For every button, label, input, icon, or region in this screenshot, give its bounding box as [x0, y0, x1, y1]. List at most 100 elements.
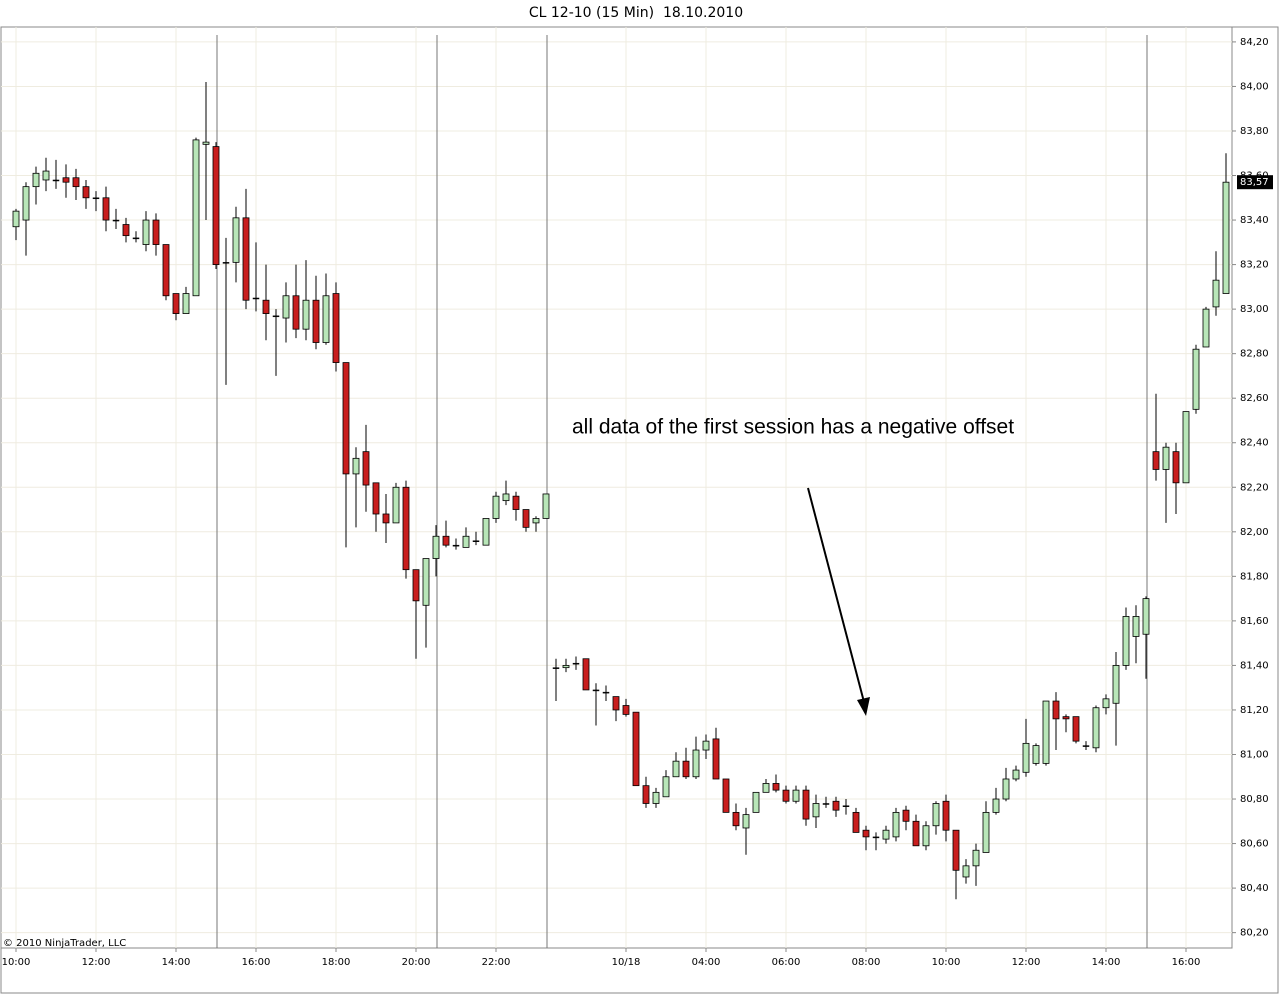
chart-title: CL 12-10 (15 Min) 18.10.2010: [529, 5, 743, 21]
candle-body: [1052, 700, 1060, 720]
candle-body: [972, 849, 980, 867]
candle-body: [1002, 778, 1010, 800]
candle-body: [1062, 716, 1070, 720]
candle-body: [1042, 700, 1050, 764]
candle-body: [462, 535, 470, 548]
candle-body: [172, 293, 180, 314]
candle-body: [722, 778, 730, 813]
candle-body: [1012, 769, 1020, 780]
candle-body: [1132, 616, 1140, 637]
candle-body: [142, 219, 150, 245]
candle-body: [12, 210, 20, 228]
candle-body: [262, 299, 270, 314]
candle-body: [962, 865, 970, 878]
candle-body: [112, 219, 120, 222]
y-tick-label: 83,80: [1240, 126, 1269, 137]
candle-body: [822, 803, 830, 805]
candle-body: [362, 451, 370, 486]
candle-body: [942, 800, 950, 831]
candle-body: [682, 760, 690, 778]
candle-body: [1082, 745, 1090, 747]
candle-body: [82, 186, 90, 199]
candle-body: [152, 219, 160, 245]
candle-body: [1152, 451, 1160, 470]
candle-body: [62, 177, 70, 183]
candle-body: [572, 662, 580, 665]
candle-body: [642, 785, 650, 804]
candle-body: [92, 197, 100, 200]
candle-body: [622, 705, 630, 715]
candle-body: [872, 836, 880, 839]
candle-body: [242, 217, 250, 301]
candle-body: [192, 139, 200, 297]
candle-body: [512, 495, 520, 510]
candle-body: [1142, 598, 1150, 635]
candle-body: [812, 803, 820, 818]
candle-body: [1022, 742, 1030, 773]
x-tick-label: 16:00: [1172, 957, 1201, 968]
candle-body: [282, 295, 290, 319]
candle-body: [612, 696, 620, 711]
candle-body: [52, 179, 60, 182]
candle-body: [42, 170, 50, 181]
candle-body: [382, 513, 390, 524]
candle-body: [292, 295, 300, 330]
candle-body: [302, 299, 310, 330]
candle-body: [992, 798, 1000, 813]
candle-body: [32, 172, 40, 188]
x-tick-label: 04:00: [692, 957, 721, 968]
candle-body: [552, 667, 560, 669]
x-tick-label: 14:00: [1092, 957, 1121, 968]
candle-body: [1072, 716, 1080, 742]
candle-body: [352, 457, 360, 475]
last-price-box: [1237, 175, 1273, 190]
y-tick-label: 82,60: [1240, 393, 1269, 404]
candle-body: [582, 658, 590, 691]
candle-body: [502, 493, 510, 502]
candle-body: [392, 486, 400, 524]
x-tick-label: 08:00: [852, 957, 881, 968]
candle-body: [252, 297, 260, 300]
candle-body: [1182, 411, 1190, 484]
chart-frame: [0, 26, 1279, 994]
candle-body: [802, 789, 810, 820]
candle-body: [372, 482, 380, 515]
candle-body: [652, 791, 660, 804]
candle-body: [952, 829, 960, 871]
candle-body: [452, 544, 460, 547]
candle-body: [912, 820, 920, 847]
y-tick-label: 80,60: [1240, 839, 1269, 850]
candle-body: [312, 299, 320, 343]
candle-body: [732, 811, 740, 827]
y-tick-label: 80,40: [1240, 883, 1269, 894]
candle-body: [342, 362, 350, 475]
candle-body: [202, 141, 210, 145]
candle-body: [902, 809, 910, 822]
last-price-label: 83,57: [1240, 177, 1269, 188]
candle-body: [182, 293, 190, 314]
candle-body: [442, 535, 450, 546]
candle-body: [432, 535, 440, 559]
y-tick-label: 80,80: [1240, 794, 1269, 805]
candle-body: [232, 217, 240, 263]
y-tick-label: 83,00: [1240, 304, 1269, 315]
x-tick-label: 12:00: [82, 957, 111, 968]
y-tick-label: 84,00: [1240, 81, 1269, 92]
y-tick-label: 81,60: [1240, 616, 1269, 627]
x-tick-label: 06:00: [772, 957, 801, 968]
candle-body: [272, 315, 280, 318]
candle-body: [922, 825, 930, 847]
candle-body: [742, 814, 750, 829]
candle-body: [1112, 665, 1120, 704]
candle-body: [422, 558, 430, 606]
candle-body: [1102, 698, 1110, 709]
candle-body: [702, 740, 710, 751]
candle-body: [932, 803, 940, 827]
candle-body: [712, 738, 720, 780]
candle-body: [72, 177, 80, 188]
candle-body: [1092, 707, 1100, 749]
candle-body: [792, 789, 800, 802]
x-tick-label: 20:00: [402, 957, 431, 968]
candle-body: [472, 540, 480, 542]
candle-body: [782, 789, 790, 802]
